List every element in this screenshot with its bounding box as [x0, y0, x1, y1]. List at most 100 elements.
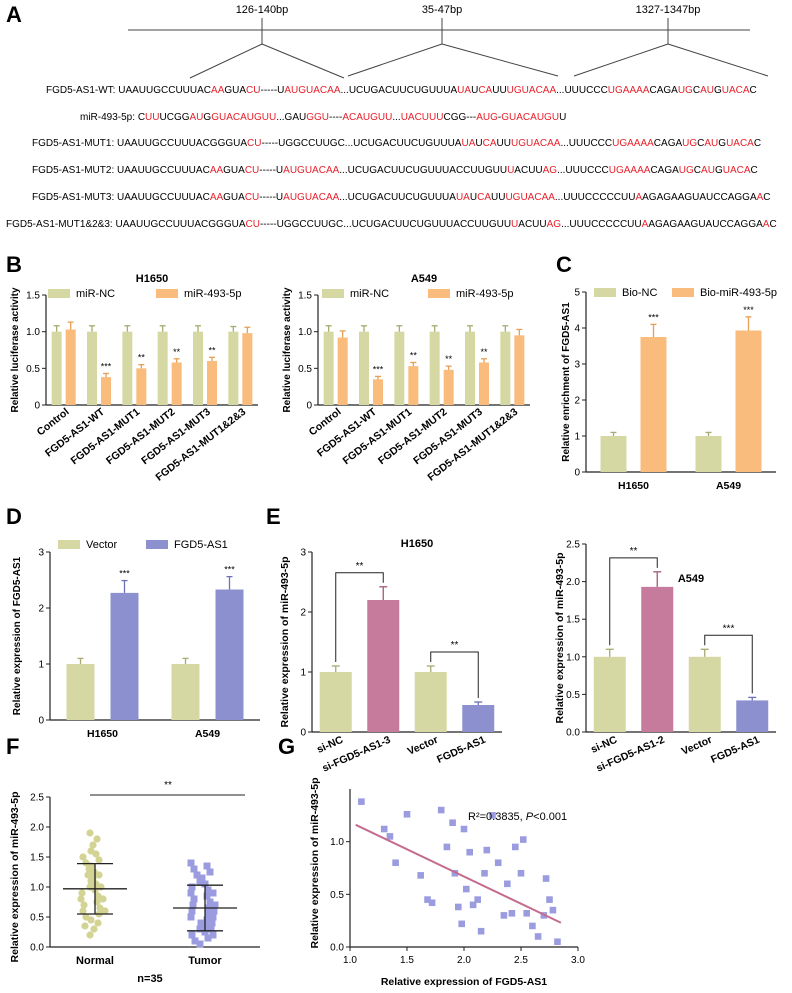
data-point: [549, 906, 557, 914]
seq-segment: UACUUU: [401, 112, 444, 123]
significance-label: **: [630, 546, 638, 557]
data-point: [517, 869, 525, 877]
seq-segment: AUG: [476, 112, 498, 123]
y-tick-label: 0.0: [30, 943, 44, 954]
seq-segment: G: [714, 85, 722, 96]
data-point: [449, 819, 456, 827]
data-point: [403, 810, 411, 818]
seq-segment: -----U: [259, 192, 283, 203]
legend-swatch: [322, 289, 344, 298]
seq-segment: UACA: [722, 85, 750, 96]
data-point: [188, 907, 196, 915]
seq-segment: G: [715, 165, 723, 176]
y-tick-label: 5: [574, 288, 580, 299]
site-arrows: [189, 43, 769, 79]
seq-segment: UU: [145, 112, 159, 123]
seq-label: FGD5-AS1-MUT1&2&3:: [6, 219, 115, 230]
data-point: [190, 895, 198, 903]
significance-label: ***: [373, 364, 384, 374]
seq-segment: -----U: [261, 85, 285, 96]
y-tick-label: 2: [38, 604, 44, 615]
legend-label: Bio-NC: [622, 287, 658, 299]
chart-F: 0.0 0.5 1.0 1.5 2.0 2.5 Relative expression of…: [9, 780, 260, 985]
seq-segment: CAGA: [654, 138, 683, 149]
data-point: [209, 931, 217, 939]
seq-segment: AU: [701, 165, 715, 176]
bar: [414, 672, 447, 732]
bar: [193, 331, 203, 405]
seq-label: FGD5-AS1-WT:: [46, 85, 118, 96]
seq-segment: UGAAAA: [609, 165, 651, 176]
seq-segment: UAAUUGCCUUUACGGGUA: [117, 138, 247, 149]
data-point: [534, 933, 542, 940]
significance-label: **: [480, 347, 488, 357]
data-point: [95, 856, 103, 864]
seq-segment: UGAAAA: [612, 138, 654, 149]
significance-label: ***: [224, 565, 235, 575]
y-tick-label: 1.5: [26, 291, 40, 302]
legend-swatch: [594, 288, 616, 297]
seq-segment: A: [763, 219, 770, 230]
y-tick-label: 3: [574, 360, 580, 371]
data-point: [211, 901, 219, 909]
data-point: [86, 829, 94, 837]
data-point: [424, 896, 431, 903]
seq-row-mirna: miR-493-5p: CUUUCGGAUGGUACAUGUU...GAUGGU…: [80, 112, 566, 123]
bar: [207, 361, 217, 405]
seq-segment: UGUACAA: [507, 85, 557, 96]
legend-label: FGD5-AS1: [174, 539, 228, 551]
data-point: [209, 889, 217, 897]
y-axis-title: Relative expression of miR-493-5p: [279, 557, 291, 728]
data-point: [79, 907, 87, 915]
seq-segment: UGAAAA: [608, 85, 650, 96]
y-tick-label: 1.0: [26, 327, 40, 338]
seq-segment: GUA: [223, 192, 245, 203]
data-point: [358, 798, 365, 805]
legend-swatch: [672, 288, 694, 297]
bar: [242, 333, 253, 405]
data-point: [197, 919, 205, 927]
bar: [373, 379, 383, 405]
seq-segment: CU: [246, 219, 260, 230]
y-tick-label: 1.5: [298, 291, 312, 302]
bar: [408, 366, 419, 405]
seq-segment: UU: [492, 85, 506, 96]
r2-text: R²=0.3835,: [468, 811, 526, 823]
seq-row-mut3: FGD5-AS1-MUT3: UAAUUGCCUUUACAAGUACU-----…: [32, 192, 771, 203]
y-axis-title: Relative luciferase activity: [10, 287, 21, 413]
legend-swatch: [156, 289, 178, 298]
footer-label: n=35: [137, 973, 162, 985]
seq-segment: C: [697, 138, 704, 149]
x-tick-label: Normal: [76, 955, 114, 967]
bar: [101, 377, 111, 405]
data-point: [86, 931, 94, 939]
data-point: [504, 880, 511, 888]
seq-label: FGD5-AS1-MUT3:: [32, 192, 117, 203]
seq-segment: UAAUUGCCUUUAC: [117, 192, 210, 203]
data-point: [188, 931, 196, 939]
x-tick-label: H1650: [618, 480, 649, 492]
data-point: [193, 871, 201, 879]
seq-segment: AA: [211, 85, 225, 96]
chart-title: A549: [678, 573, 704, 585]
site-arrow-2a: [347, 43, 443, 77]
significance-label: **: [173, 347, 181, 357]
data-point: [93, 835, 101, 843]
data-point: [96, 904, 104, 912]
seq-segment: GUACAUGUU: [211, 112, 276, 123]
seq-segment: UU: [491, 192, 505, 203]
data-point: [94, 892, 102, 900]
significance-label: ***: [743, 305, 754, 315]
chart-title: H1650: [136, 273, 168, 285]
x-tick-label: FGD5-AS1: [709, 734, 761, 766]
y-tick-label: 2.5: [566, 540, 580, 551]
seq-segment: GUA: [224, 85, 246, 96]
bar: [695, 436, 722, 472]
panel-letter-b: B: [6, 252, 22, 277]
seq-segment: U: [471, 85, 478, 96]
x-tick-label: si-NC: [315, 734, 345, 756]
data-point: [90, 925, 98, 933]
bar: [66, 664, 95, 720]
seq-segment: C: [754, 138, 761, 149]
